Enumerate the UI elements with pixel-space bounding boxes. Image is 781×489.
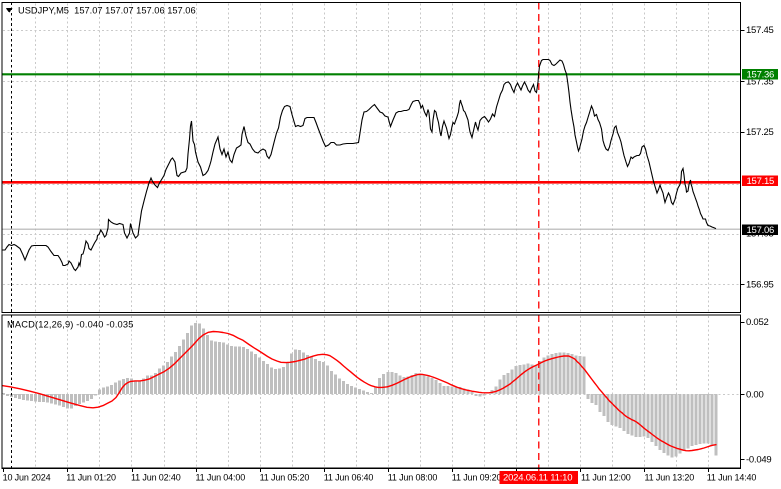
svg-text:11 Jun 01:20: 11 Jun 01:20 <box>66 472 116 482</box>
svg-text:157.15: 157.15 <box>747 176 775 187</box>
svg-text:11 Jun 09:20: 11 Jun 09:20 <box>452 472 502 482</box>
svg-text:-0.049: -0.049 <box>746 455 771 466</box>
svg-text:11 Jun 08:00: 11 Jun 08:00 <box>388 472 438 482</box>
svg-text:11 Jun 12:00: 11 Jun 12:00 <box>581 472 631 482</box>
svg-text:10 Jun 2024: 10 Jun 2024 <box>3 472 51 482</box>
svg-text:2024.06.11 11:10: 2024.06.11 11:10 <box>503 472 572 483</box>
svg-text:156.95: 156.95 <box>746 280 774 291</box>
svg-text:11 Jun 13:20: 11 Jun 13:20 <box>645 472 695 482</box>
svg-text:11 Jun 04:00: 11 Jun 04:00 <box>196 472 246 482</box>
svg-text:11 Jun 02:40: 11 Jun 02:40 <box>131 472 181 482</box>
svg-text:USDJPY,M5 157.07 157.07 157.0: USDJPY,M5 157.07 157.07 157.06 157.06 <box>18 5 196 15</box>
svg-text:MACD(12,26,9) -0.040 -0.035: MACD(12,26,9) -0.040 -0.035 <box>7 319 134 329</box>
svg-text:11 Jun 06:40: 11 Jun 06:40 <box>324 472 374 482</box>
svg-text:157.25: 157.25 <box>746 127 774 138</box>
svg-text:157.36: 157.36 <box>747 70 775 81</box>
svg-text:157.35: 157.35 <box>746 76 774 87</box>
svg-text:0.052: 0.052 <box>746 317 769 328</box>
svg-text:11 Jun 14:40: 11 Jun 14:40 <box>707 472 757 482</box>
svg-text:157.06: 157.06 <box>747 225 775 236</box>
svg-text:0.00: 0.00 <box>746 390 764 401</box>
svg-text:157.45: 157.45 <box>746 25 774 36</box>
svg-text:11 Jun 05:20: 11 Jun 05:20 <box>260 472 310 482</box>
